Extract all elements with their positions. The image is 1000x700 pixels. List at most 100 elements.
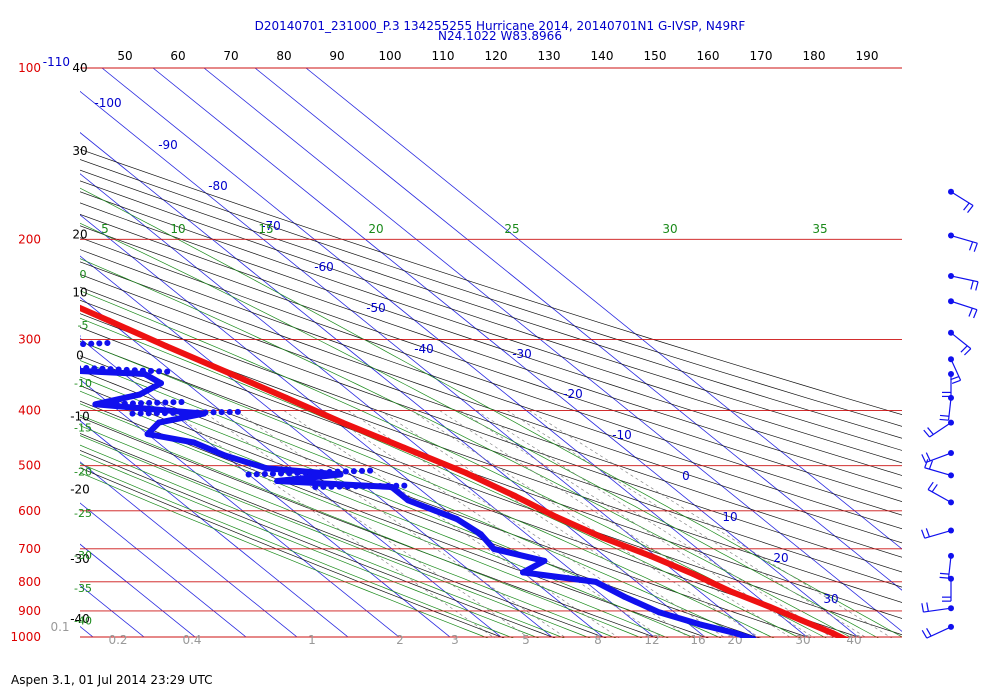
isotherm-label: 10 xyxy=(722,510,737,524)
isotherm-line xyxy=(80,173,655,638)
chart-title-line1: D20140701_231000_P.3 134255255 Hurricane… xyxy=(254,19,746,33)
temperature-point xyxy=(228,371,235,378)
mixing-ratio-line xyxy=(460,410,816,638)
dewpoint-point xyxy=(621,593,628,600)
temperature-point xyxy=(798,617,805,624)
wind-barb-staff xyxy=(950,359,962,381)
dewpoint-point xyxy=(92,401,99,408)
moist-adiabat xyxy=(80,463,514,638)
wind-barb-flag xyxy=(921,630,928,639)
height-scale-label: 30 xyxy=(72,144,87,158)
height-scale-label: -10 xyxy=(70,410,90,424)
adiabat-label: 20 xyxy=(368,222,383,236)
wind-barb-flag xyxy=(924,459,929,468)
isotherm-line xyxy=(80,90,757,638)
green-scale-label: 0 xyxy=(80,268,87,281)
temperature-point xyxy=(766,603,773,610)
pressure-label: 900 xyxy=(18,604,41,618)
dry-adiabat xyxy=(80,286,902,573)
top-scale-label: 80 xyxy=(276,49,291,63)
dewpoint-point xyxy=(337,471,344,478)
dewpoint-point xyxy=(222,452,229,459)
dewpoint-point xyxy=(200,410,207,417)
mixing-ratio-label: 40 xyxy=(846,633,861,647)
isotherm-label: -90 xyxy=(158,138,178,152)
temperature-point xyxy=(283,394,290,401)
dewpoint-point xyxy=(80,334,81,338)
wind-barb-flag xyxy=(939,414,950,417)
wind-barb-flag xyxy=(951,379,961,384)
isotherm-line xyxy=(203,68,902,632)
pressure-label: 200 xyxy=(18,232,41,246)
isotherm-line xyxy=(80,461,298,638)
wind-barb-flag xyxy=(927,481,934,490)
dewpoint-point xyxy=(274,478,281,485)
temperature-point xyxy=(598,534,605,541)
moist-adiabat xyxy=(80,444,565,638)
dry-adiabat xyxy=(80,467,505,638)
wind-barb-flag xyxy=(968,241,974,251)
green-scale-label: -10 xyxy=(74,377,92,390)
moist-adiabat xyxy=(80,403,669,638)
wind-barb-staff xyxy=(926,626,952,639)
dewpoint-trace xyxy=(80,334,757,638)
dry-adiabat xyxy=(80,341,902,636)
dewpoint-point xyxy=(157,380,164,387)
temperature-trace xyxy=(80,304,849,638)
dry-adiabat xyxy=(80,169,902,439)
mixing-ratio-label: 30 xyxy=(795,633,810,647)
dewpoint-point xyxy=(477,531,484,538)
top-scale-label: 110 xyxy=(432,49,455,63)
dewpoint-point xyxy=(733,630,740,637)
mixing-ratio-label: 0.2 xyxy=(108,633,127,647)
temperature-point xyxy=(162,342,169,349)
green-scale-label: -20 xyxy=(74,466,92,479)
wind-barb-flag xyxy=(973,243,978,252)
temperature-point xyxy=(553,513,560,520)
height-scale-label: -40 xyxy=(70,612,90,626)
isotherm-label: -20 xyxy=(563,387,583,401)
moist-adiabat xyxy=(80,187,902,638)
dewpoint-point xyxy=(388,484,395,491)
wind-barb-dot xyxy=(948,329,954,336)
dewpoint-line xyxy=(80,334,757,638)
wind-barb-flag xyxy=(921,603,925,613)
isotherm-label: -40 xyxy=(414,342,434,356)
dry-adiabat xyxy=(80,202,902,476)
mixing-ratio-label: 3 xyxy=(451,633,459,647)
wind-barb-flag xyxy=(967,205,974,214)
wind-barb-flag xyxy=(926,602,929,612)
dry-adiabat xyxy=(80,416,658,638)
dewpoint-point xyxy=(656,609,663,616)
wind-barb-staff xyxy=(950,191,974,207)
dewpoint-point xyxy=(696,621,703,628)
dewpoint-point xyxy=(190,439,197,446)
height-scale-label: 10 xyxy=(72,285,87,299)
dewpoint-point xyxy=(592,578,599,585)
mixing-ratio-line xyxy=(506,410,868,638)
mixing-ratio-line xyxy=(323,410,664,638)
pressure-label: 700 xyxy=(18,542,41,556)
isotherm-line xyxy=(254,68,902,591)
moist-adiabat xyxy=(80,360,748,638)
wind-barb-flag xyxy=(975,281,979,291)
wind-barb-flag xyxy=(960,345,968,353)
moist-adiabat xyxy=(80,258,853,638)
wind-barb-staff xyxy=(947,397,952,421)
pressure-label: 800 xyxy=(18,575,41,589)
wind-barb-staff xyxy=(950,332,972,350)
dewpoint-point xyxy=(519,569,526,576)
dry-adiabat xyxy=(80,180,902,451)
dewpoint-dotted-segment xyxy=(129,408,246,417)
dry-adiabat xyxy=(80,159,902,427)
wind-barb-flag xyxy=(921,454,927,463)
dry-adiabat xyxy=(80,273,902,558)
wind-barb-staff xyxy=(950,300,978,311)
dry-adiabat xyxy=(80,433,607,638)
dewpoint-point xyxy=(405,497,412,504)
top-scale-label: 50 xyxy=(117,49,132,63)
moist-adiabat xyxy=(80,414,643,638)
isotherm-label: -80 xyxy=(208,179,228,193)
wind-barb-dot xyxy=(948,472,954,479)
